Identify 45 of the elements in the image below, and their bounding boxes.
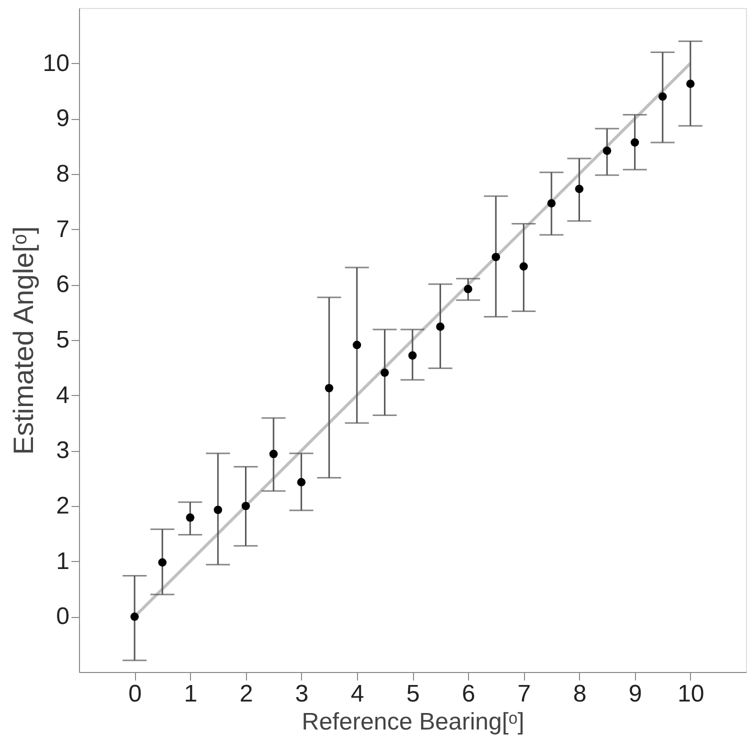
x-axis-title: Reference Bearing[ᵒ] bbox=[302, 708, 524, 736]
point bbox=[324, 384, 334, 392]
y-tick-label: 1 bbox=[56, 548, 70, 575]
x-tick-label: 2 bbox=[240, 680, 253, 708]
point bbox=[492, 252, 500, 262]
x-tick-label: 7 bbox=[517, 680, 531, 708]
point bbox=[297, 478, 306, 486]
y-tick-label: 0 bbox=[56, 603, 70, 630]
y-tick-label: 8 bbox=[56, 160, 70, 188]
y-tick-label: 10 bbox=[42, 50, 70, 77]
point bbox=[380, 368, 389, 377]
point bbox=[158, 558, 167, 567]
point bbox=[630, 138, 640, 147]
point bbox=[602, 146, 612, 155]
point bbox=[547, 199, 556, 208]
x-tick-label: 4 bbox=[350, 680, 364, 708]
x-tick-label: 0 bbox=[128, 680, 142, 708]
point bbox=[269, 450, 278, 458]
point bbox=[575, 184, 584, 194]
point bbox=[214, 506, 222, 514]
y-tick-label: 6 bbox=[56, 271, 70, 298]
point bbox=[352, 340, 362, 350]
y-tick-label: 3 bbox=[56, 437, 70, 464]
x-tick-label: 10 bbox=[678, 680, 704, 708]
y-tick-label: 7 bbox=[56, 216, 70, 243]
point bbox=[242, 502, 250, 510]
x-tick-label: 1 bbox=[184, 680, 198, 708]
y-tick-label: 4 bbox=[56, 382, 70, 409]
x-tick-label: 8 bbox=[573, 680, 586, 708]
point bbox=[686, 80, 695, 88]
x-tick-label: 6 bbox=[462, 680, 476, 708]
point bbox=[519, 262, 528, 271]
point bbox=[130, 612, 139, 621]
y-axis-title: Estimated Angle[ᵒ] bbox=[8, 226, 39, 455]
point bbox=[464, 284, 472, 294]
x-tick-label: 5 bbox=[406, 680, 420, 708]
x-tick-label: 3 bbox=[295, 680, 309, 708]
point bbox=[186, 513, 194, 522]
point bbox=[408, 351, 417, 360]
point bbox=[436, 322, 444, 331]
x-tick-label: 9 bbox=[628, 680, 642, 708]
y-tick-label: 2 bbox=[56, 492, 70, 520]
point bbox=[658, 92, 667, 101]
y-tick-label: 9 bbox=[56, 105, 70, 132]
y-tick-label: 5 bbox=[56, 326, 70, 354]
